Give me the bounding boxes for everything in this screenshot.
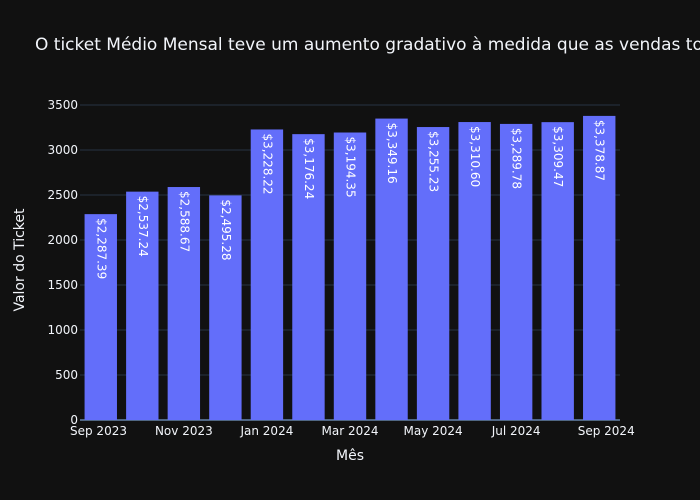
bar bbox=[209, 195, 242, 420]
bar-data-label: $2,495.28 bbox=[219, 199, 233, 260]
bar-data-label: $3,309.47 bbox=[551, 126, 565, 187]
x-tick-label: Mar 2024 bbox=[322, 424, 379, 438]
bar-data-label: $2,537.24 bbox=[136, 196, 150, 257]
y-axis-title: Valor do Ticket bbox=[12, 208, 28, 312]
bar bbox=[84, 214, 117, 420]
bar-data-label: $3,310.60 bbox=[468, 126, 482, 187]
x-tick-label: Sep 2024 bbox=[578, 424, 635, 438]
x-tick-label: Sep 2023 bbox=[70, 424, 127, 438]
bar bbox=[541, 122, 574, 420]
y-tick-label: 0 bbox=[70, 413, 78, 427]
y-tick-label: 500 bbox=[55, 368, 78, 382]
x-tick-label: Nov 2023 bbox=[155, 424, 213, 438]
y-tick-label: 3000 bbox=[47, 143, 78, 157]
y-tick-label: 2000 bbox=[47, 233, 78, 247]
x-axis-ticks: Sep 2023 Nov 2023 Jan 2024 Mar 2024 May 2024… bbox=[70, 424, 635, 438]
bar bbox=[167, 187, 201, 420]
bar-data-label: $3,378.87 bbox=[593, 120, 607, 181]
y-tick-label: 1000 bbox=[47, 323, 78, 337]
y-tick-label: 3500 bbox=[47, 98, 78, 112]
bar-data-label: $2,588.67 bbox=[177, 191, 191, 252]
bar bbox=[499, 123, 533, 420]
bar bbox=[416, 127, 450, 420]
bar-data-label: $3,176.24 bbox=[302, 138, 316, 199]
bar-data-label: $3,289.78 bbox=[510, 128, 524, 189]
bar bbox=[292, 134, 325, 420]
x-tick-label: Jan 2024 bbox=[239, 424, 293, 438]
bar-data-label: $3,349.16 bbox=[385, 123, 399, 184]
bar-data-label: $2,287.39 bbox=[94, 218, 108, 279]
x-tick-label: Jul 2024 bbox=[491, 424, 541, 438]
y-tick-label: 2500 bbox=[47, 188, 78, 202]
y-tick-label: 1500 bbox=[47, 278, 78, 292]
bar bbox=[250, 129, 284, 420]
bar-labels: $2,287.39 $2,537.24 $2,588.67 $2,495.28 $3,2… bbox=[94, 120, 606, 279]
bar bbox=[375, 118, 408, 421]
bar bbox=[126, 191, 159, 420]
bar bbox=[458, 122, 491, 421]
x-axis-title: Mês bbox=[336, 448, 364, 464]
bar bbox=[333, 132, 367, 421]
chart-title: O ticket Médio Mensal teve um aumento gr… bbox=[35, 35, 700, 55]
bar-data-label: $3,255.23 bbox=[427, 131, 441, 192]
bar-data-label: $3,228.22 bbox=[260, 133, 274, 194]
y-axis-ticks: 0 500 1000 1500 2000 2500 3000 3500 bbox=[47, 98, 78, 427]
x-tick-label: May 2024 bbox=[403, 424, 462, 438]
bars bbox=[84, 115, 616, 421]
bar bbox=[583, 115, 616, 420]
bar-data-label: $3,194.35 bbox=[344, 137, 358, 198]
